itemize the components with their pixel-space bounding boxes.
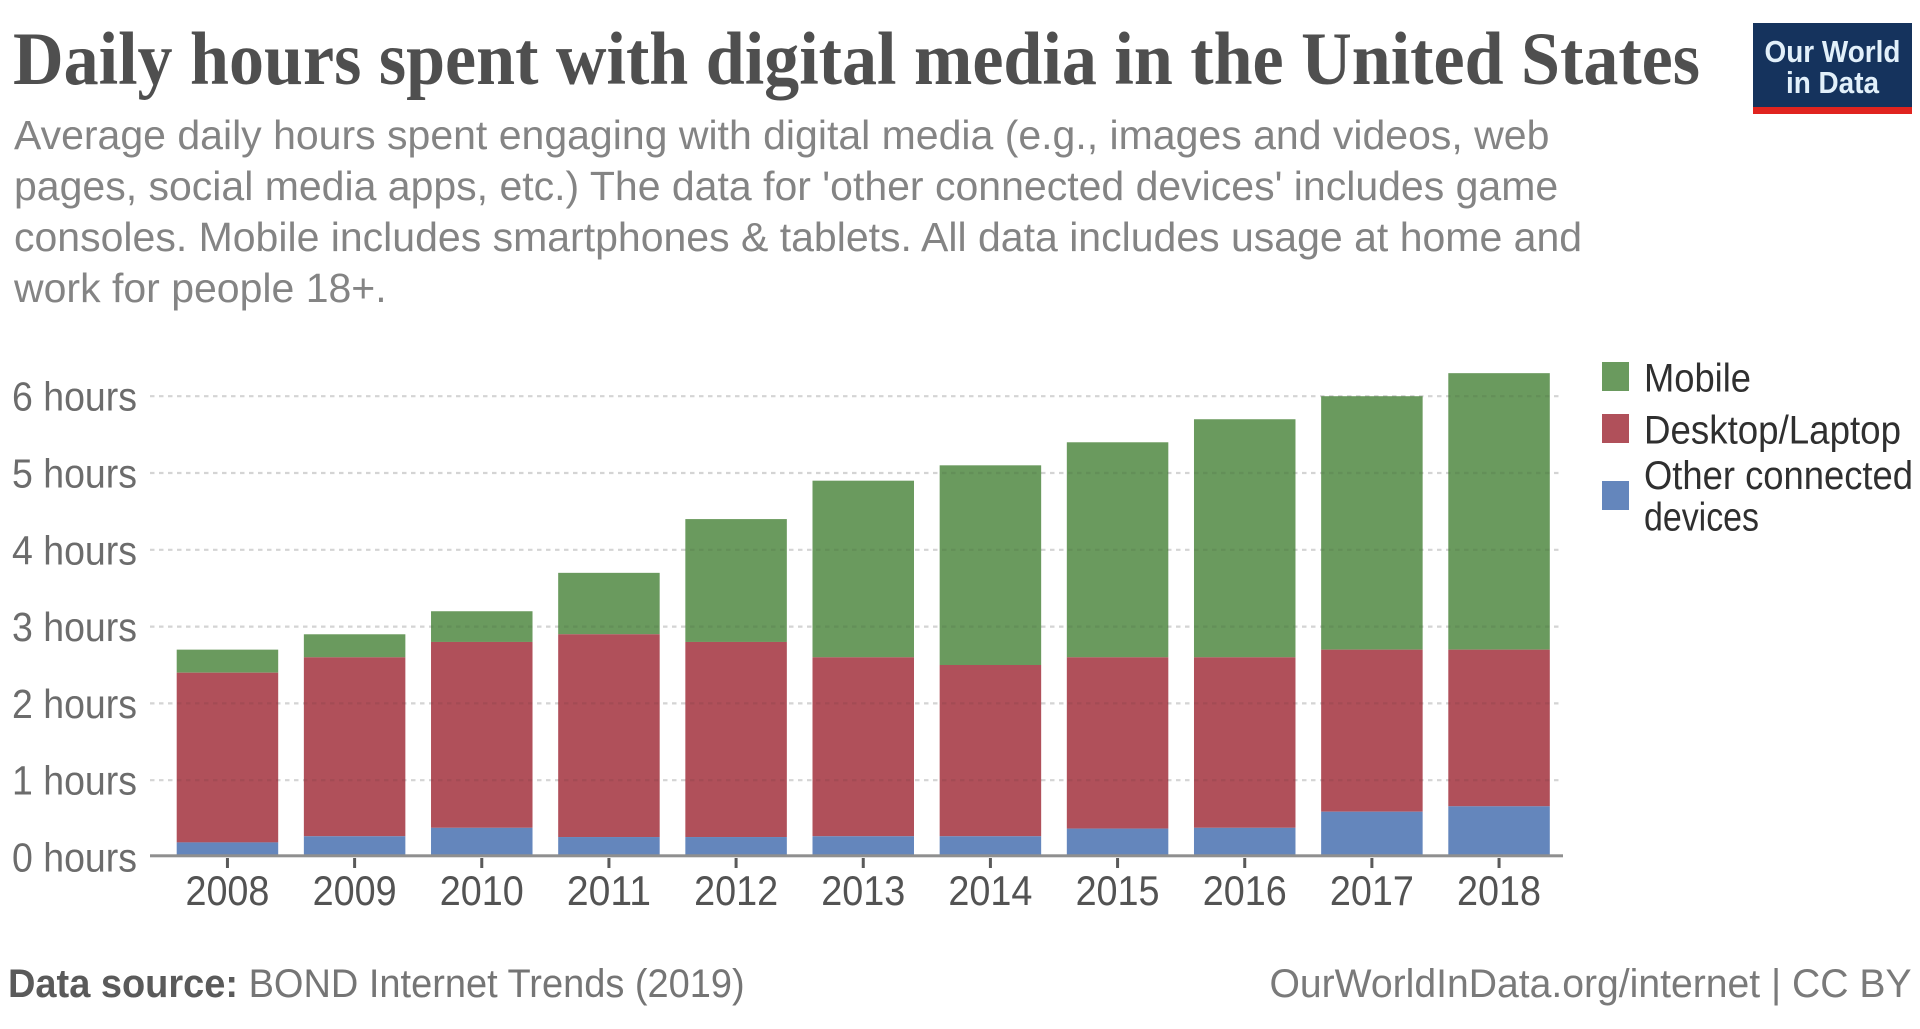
svg-text:6 hours: 6 hours [12, 374, 137, 420]
svg-text:2017: 2017 [1330, 867, 1414, 914]
svg-text:2008: 2008 [185, 867, 269, 914]
svg-text:Desktop/Laptop: Desktop/Laptop [1644, 408, 1901, 452]
svg-text:2016: 2016 [1203, 867, 1287, 914]
svg-text:2 hours: 2 hours [12, 681, 137, 727]
svg-text:Other connected: Other connected [1644, 454, 1913, 498]
svg-text:2014: 2014 [948, 867, 1032, 914]
svg-text:2013: 2013 [821, 867, 905, 914]
svg-text:Mobile: Mobile [1644, 357, 1751, 401]
svg-text:2018: 2018 [1457, 867, 1541, 914]
svg-text:2011: 2011 [567, 867, 651, 914]
svg-text:2009: 2009 [313, 867, 397, 914]
svg-text:4 hours: 4 hours [12, 527, 137, 573]
svg-text:1 hours: 1 hours [12, 758, 137, 804]
svg-text:0 hours: 0 hours [12, 835, 137, 881]
svg-text:5 hours: 5 hours [12, 451, 137, 497]
svg-text:2012: 2012 [694, 867, 778, 914]
svg-text:3 hours: 3 hours [12, 604, 137, 650]
svg-text:2010: 2010 [440, 867, 524, 914]
svg-text:2015: 2015 [1076, 867, 1160, 914]
svg-text:devices: devices [1644, 496, 1759, 540]
